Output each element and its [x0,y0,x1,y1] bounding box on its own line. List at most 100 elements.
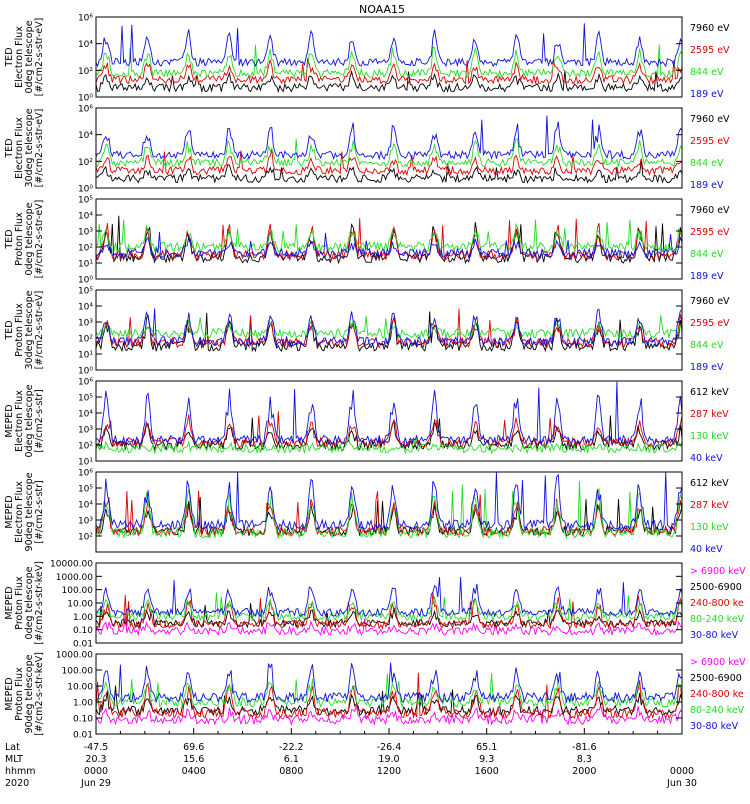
series-2-3 [95,138,683,168]
y-axis-label: Proton Flux [14,667,25,721]
legend-entry: 844 eV [690,340,724,351]
legend-entry: 844 eV [690,158,724,169]
y-axis-label: [#/cm2-s-str] [34,389,45,452]
y-tick-label: 10⁴ [78,303,93,313]
y-tick-label: 10⁰ [78,276,93,286]
y-tick-label: 10⁶ [78,469,93,479]
x-tick-label: 9.3 [479,754,494,765]
y-tick-label: 1.00 [73,699,93,709]
legend-entry: 7960 eV [690,205,730,216]
y-tick-label: 10¹ [78,351,93,361]
y-axis-label: 0deg telescope [24,202,35,275]
series-3-4 [95,231,683,260]
x-tick-label: -26.4 [377,742,402,753]
legend-entry: 2595 eV [690,136,730,147]
legend-entry: > 6900 keV [690,566,746,577]
legend-entry: > 6900 keV [690,657,746,668]
series-7-5 [95,577,683,618]
y-tick-label: 10⁵ [78,394,93,404]
legend-entry: 40 keV [690,453,723,464]
series-1-4 [95,23,683,68]
y-axis-label: MEPED [4,586,15,619]
series-5-4 [95,381,683,447]
y-tick-label: 10⁶ [78,105,93,115]
legend-entry: 2500-6900 [690,673,742,684]
y-axis-label: 0deg telescope [24,20,35,93]
series-5-3 [95,436,683,455]
panel-2: 10⁰ 10² 10⁴ 10⁶ TED Electron Flux 30deg telesc… [4,105,730,195]
y-tick-label: 10⁴ [78,40,93,50]
y-axis-label: Electron Flux [14,481,25,543]
y-axis-label: 90deg telescope [24,654,35,733]
y-tick-label: 0.01 [73,731,93,741]
legend-entry: 844 eV [690,249,724,260]
y-tick-label: 10³ [78,319,93,329]
x-tick-label: 0000 [84,766,108,777]
series-2-4 [95,115,683,161]
y-axis-label: [#/cm2-s-str-eV] [34,109,45,188]
legend-entry: 7960 eV [690,114,730,125]
y-tick-label: 0.10 [73,626,93,636]
series-1-1 [95,69,683,94]
x-tick-label: Jun 29 [80,778,111,789]
panel-frame [95,289,683,371]
legend-entry: 189 eV [690,362,724,373]
y-tick-label: 0.10 [73,715,93,725]
legend-entry: 189 eV [690,271,724,282]
legend-entry: 2595 eV [690,227,730,238]
series-7-1 [95,615,683,637]
y-tick-label: 10⁰ [78,367,93,377]
series-2-2 [95,149,683,177]
y-axis-label: TED [4,138,15,158]
panel-7: 0.01 0.10 1.00 10.00 100.00 1000.00 10000.00 ME… [4,560,746,650]
y-axis-label: 30deg telescope [24,108,35,187]
y-axis-label: Proton Flux [14,303,25,357]
series-1-2 [95,58,683,86]
series-7-4 [95,592,683,623]
y-tick-label: 10.00 [67,683,93,693]
y-tick-label: 0.01 [73,640,93,650]
plot-title: NOAA15 [359,3,405,16]
y-axis-label: Electron Flux [14,26,25,88]
y-axis-label: MEPED [4,677,15,710]
y-tick-label: 10⁶ [78,378,93,388]
y-tick-label: 10³ [78,517,93,527]
panel-frame [95,471,683,553]
x-tick-label: 2000 [572,766,596,777]
y-axis-label: Electron Flux [14,390,25,452]
panel-frame [95,107,683,189]
y-axis-label: 30deg telescope [24,290,35,369]
x-tick-label: Jun 30 [666,778,697,789]
series-3-1 [95,215,683,265]
legend-entry: 612 keV [690,387,729,398]
y-tick-label: 10² [78,442,93,452]
y-axis-label: Proton Flux [14,576,25,630]
y-tick-label: 10⁶ [78,14,93,24]
y-tick-label: 10⁰ [78,185,93,195]
y-tick-label: 10⁵ [78,196,93,206]
y-tick-label: 10² [78,67,93,77]
y-tick-label: 10³ [78,426,93,436]
panel-frame [95,198,683,280]
x-tick-label: 65.1 [476,742,497,753]
x-tick-label: -81.6 [572,742,597,753]
panel-frame [95,380,683,462]
series-6-3 [95,481,683,540]
y-tick-label: 10² [78,158,93,168]
legend-entry: 30-80 keV [690,630,739,641]
series-4-4 [95,308,683,348]
y-axis-label: 0deg telescope [24,566,35,639]
x-tick-label: 0800 [279,766,303,777]
time-row-label: MLT [5,754,23,765]
y-tick-label: 10² [78,335,93,345]
legend-entry: 7960 eV [690,296,730,307]
panel-4: 10⁰ 10¹ 10² 10³ 10⁴ 10⁵ TED Proton Flux 30deg te… [4,287,730,377]
legend-entry: 189 eV [690,180,724,191]
legend-entry: 40 keV [690,544,723,555]
x-tick-label: 15.6 [183,754,204,765]
panel-3: 10⁰ 10¹ 10² 10³ 10⁴ 10⁵ TED Proton Flux 0deg tel… [4,196,730,286]
series-1-3 [95,44,683,79]
y-tick-label: 10³ [78,228,93,238]
